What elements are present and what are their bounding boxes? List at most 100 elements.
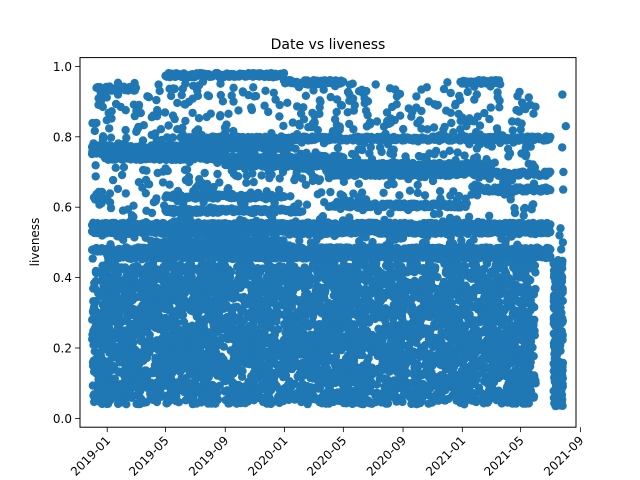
data-point-3985 xyxy=(432,351,441,360)
data-point-4407 xyxy=(557,334,567,344)
data-point-4162 xyxy=(140,269,150,279)
data-point-4799 xyxy=(229,83,238,93)
data-point-3660 xyxy=(243,397,252,406)
data-point-4164 xyxy=(118,280,127,289)
data-point-4075 xyxy=(145,291,155,300)
data-point-3455 xyxy=(224,359,233,368)
data-point-4168 xyxy=(277,344,287,354)
data-point-3692 xyxy=(273,309,282,319)
data-point-3967 xyxy=(292,274,302,284)
data-point-3903 xyxy=(508,290,517,299)
data-point-3796 xyxy=(420,343,429,352)
data-point-4014 xyxy=(126,351,135,360)
data-point-3260 xyxy=(162,281,171,290)
data-point-3754 xyxy=(509,321,518,331)
data-point-3920 xyxy=(107,317,117,326)
data-point-3884 xyxy=(127,393,136,402)
data-point-4082 xyxy=(391,292,401,301)
data-point-4046 xyxy=(337,364,347,374)
data-point-4128 xyxy=(178,297,188,307)
data-point-3357 xyxy=(464,310,473,319)
data-point-3896 xyxy=(206,276,216,285)
data-point-3732 xyxy=(448,314,458,323)
data-point-3777 xyxy=(89,284,98,293)
data-point-4167 xyxy=(270,353,279,362)
data-point-4044 xyxy=(492,333,502,342)
data-point-3005 xyxy=(96,352,105,361)
data-point-3803 xyxy=(317,309,326,318)
data-point-3689 xyxy=(502,340,512,350)
data-point-4021 xyxy=(491,347,500,356)
data-point-3910 xyxy=(517,332,527,341)
data-point-4094 xyxy=(262,304,271,313)
data-point-3898 xyxy=(407,399,416,409)
data-point-3950 xyxy=(530,315,539,324)
data-point-4148 xyxy=(120,299,129,308)
data-point-3570 xyxy=(140,366,149,375)
data-point-4123 xyxy=(284,269,293,278)
data-point-4158 xyxy=(401,301,410,311)
data-point-3969 xyxy=(285,284,294,293)
data-point-3925 xyxy=(336,338,345,347)
data-point-4197 xyxy=(468,343,477,352)
data-point-4193 xyxy=(517,305,526,314)
data-point-4707 xyxy=(332,107,341,117)
data-point-4004 xyxy=(223,386,232,395)
data-point-3735 xyxy=(159,356,169,365)
data-point-3912 xyxy=(173,355,182,364)
data-point-3743 xyxy=(508,279,517,289)
data-point-4473 xyxy=(121,125,130,135)
data-point-4931 xyxy=(512,105,521,115)
data-point-3875 xyxy=(378,293,387,303)
data-point-4096 xyxy=(105,381,114,390)
data-point-4784 xyxy=(395,191,404,200)
data-point-3628 xyxy=(331,289,340,298)
data-point-4101 xyxy=(374,344,383,353)
data-point-4038 xyxy=(89,297,98,306)
data-point-3779 xyxy=(100,345,109,354)
data-point-3723 xyxy=(327,390,336,400)
data-point-4092 xyxy=(244,313,254,322)
data-point-4446 xyxy=(550,354,560,363)
data-point-4100 xyxy=(96,292,106,301)
data-point-4143 xyxy=(270,397,279,406)
data-point-4176 xyxy=(435,342,444,352)
data-point-3115 xyxy=(145,261,154,270)
data-point-4786 xyxy=(152,95,161,105)
data-point-3807 xyxy=(208,335,218,345)
data-point-3398 xyxy=(148,369,157,378)
data-point-4981 xyxy=(158,178,168,187)
data-point-3456 xyxy=(272,317,281,326)
data-point-3960 xyxy=(371,391,380,400)
data-point-4706 xyxy=(463,87,472,97)
data-point-4918 xyxy=(168,133,178,142)
data-point-3466 xyxy=(465,295,474,304)
data-point-3882 xyxy=(306,373,315,383)
data-point-3962 xyxy=(420,294,430,303)
data-point-4161 xyxy=(124,379,133,388)
data-point-4976 xyxy=(420,191,430,200)
data-point-4020 xyxy=(234,268,244,277)
data-point-4106 xyxy=(467,268,476,277)
data-point-4087 xyxy=(187,336,196,346)
data-point-4886 xyxy=(338,191,348,201)
data-point-4748 xyxy=(504,152,513,161)
data-point-3703 xyxy=(452,306,462,316)
data-point-3700 xyxy=(281,334,290,343)
data-point-3630 xyxy=(339,398,348,407)
data-point-4455 xyxy=(557,319,566,328)
data-point-3782 xyxy=(128,295,137,304)
data-point-4134 xyxy=(478,396,488,406)
data-point-2920 xyxy=(516,283,525,292)
data-point-4047 xyxy=(409,391,418,400)
data-point-4138 xyxy=(397,393,406,402)
data-point-3662 xyxy=(342,308,352,318)
data-point-3361 xyxy=(383,396,392,405)
data-point-3701 xyxy=(329,358,339,367)
data-point-4451 xyxy=(551,379,561,389)
data-point-4097 xyxy=(480,292,489,301)
data-point-3977 xyxy=(157,392,166,401)
data-point-4443 xyxy=(551,262,561,272)
data-point-3890 xyxy=(224,333,233,343)
data-point-4553 xyxy=(283,98,292,108)
